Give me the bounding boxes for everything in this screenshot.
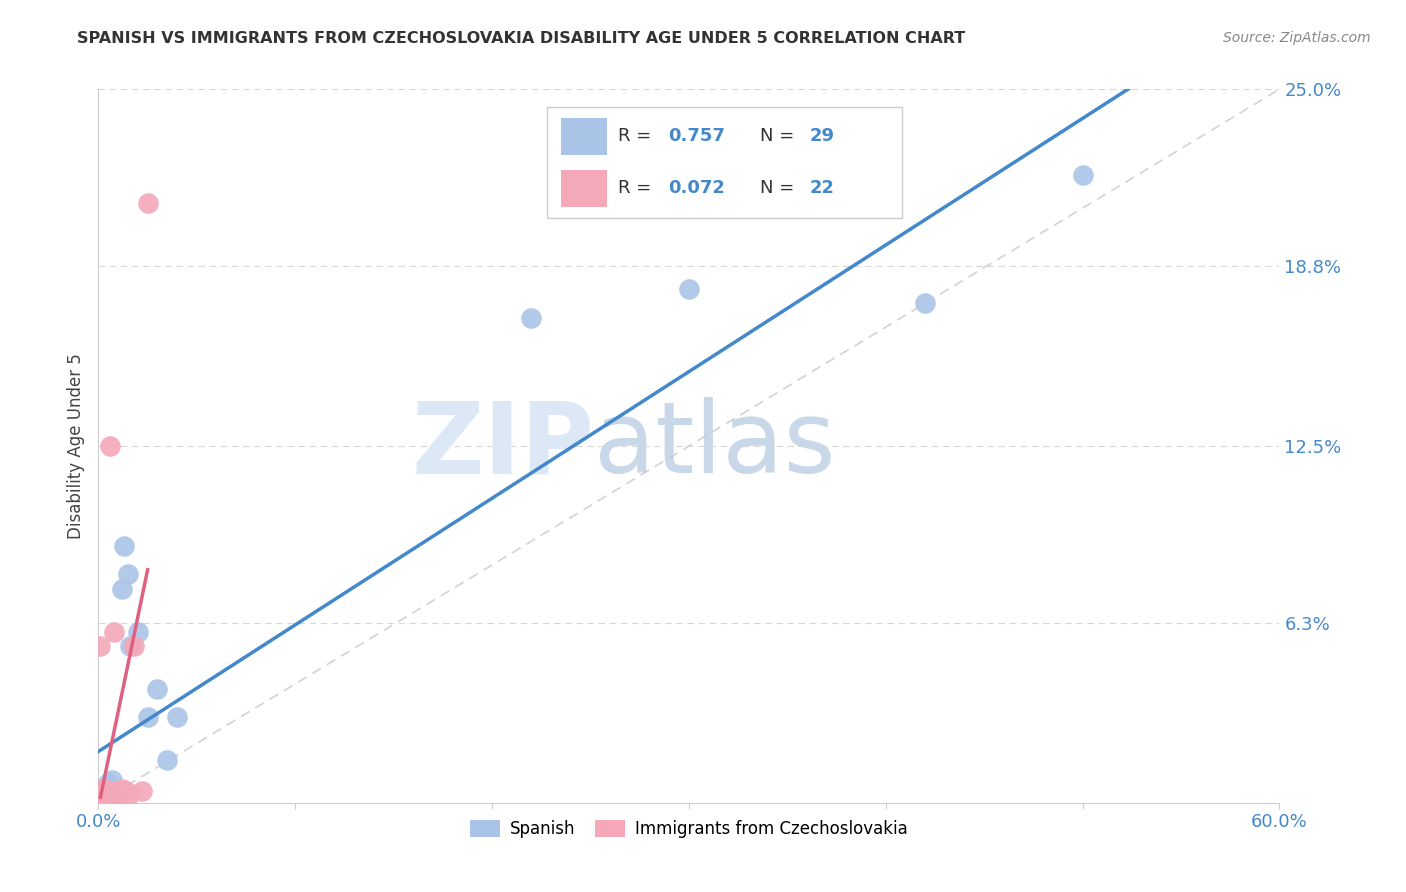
Point: [1071, 168, 1094, 182]
Point: [101, 787, 124, 801]
Point: [146, 681, 169, 696]
Point: [93, 784, 115, 798]
Point: [97, 787, 120, 801]
Text: SPANISH VS IMMIGRANTS FROM CZECHOSLOVAKIA DISABILITY AGE UNDER 5 CORRELATION CHA: SPANISH VS IMMIGRANTS FROM CZECHOSLOVAKI…: [77, 31, 966, 46]
Point: [93, 784, 115, 798]
Point: [91, 787, 114, 801]
Point: [122, 639, 145, 653]
Point: [111, 781, 134, 796]
Point: [107, 790, 129, 805]
Point: [105, 784, 128, 798]
Legend: Spanish, Immigrants from Czechoslovakia: Spanish, Immigrants from Czechoslovakia: [463, 813, 915, 845]
Point: [89, 787, 111, 801]
Point: [96, 779, 118, 793]
Point: [93, 787, 115, 801]
Point: [115, 784, 138, 798]
Point: [97, 776, 120, 790]
Point: [678, 282, 700, 296]
Point: [118, 787, 141, 801]
Point: [156, 753, 179, 767]
Point: [98, 787, 121, 801]
Point: [112, 539, 135, 553]
Point: [105, 784, 128, 798]
Y-axis label: Disability Age Under 5: Disability Age Under 5: [66, 353, 84, 539]
Point: [107, 787, 129, 801]
Point: [91, 790, 114, 805]
Point: [520, 310, 543, 325]
Point: [93, 787, 115, 801]
Point: [103, 781, 125, 796]
Point: [166, 710, 188, 724]
Point: [136, 710, 159, 724]
Point: [97, 784, 120, 798]
Point: [91, 781, 114, 796]
Point: [914, 296, 936, 310]
Point: [89, 639, 111, 653]
Point: [89, 787, 111, 801]
Point: [127, 624, 149, 639]
Point: [96, 784, 118, 798]
Point: [118, 639, 141, 653]
Point: [117, 567, 139, 582]
Point: [101, 772, 124, 787]
Text: ZIP: ZIP: [412, 398, 595, 494]
Point: [91, 784, 114, 798]
Point: [131, 784, 153, 798]
Point: [98, 439, 121, 453]
Point: [111, 582, 134, 596]
Point: [93, 781, 115, 796]
Point: [96, 787, 118, 801]
Point: [93, 781, 115, 796]
Point: [103, 624, 125, 639]
Text: Source: ZipAtlas.com: Source: ZipAtlas.com: [1223, 31, 1371, 45]
Point: [136, 196, 159, 211]
Point: [97, 784, 120, 798]
Text: atlas: atlas: [595, 398, 837, 494]
Point: [96, 787, 118, 801]
Point: [103, 787, 125, 801]
